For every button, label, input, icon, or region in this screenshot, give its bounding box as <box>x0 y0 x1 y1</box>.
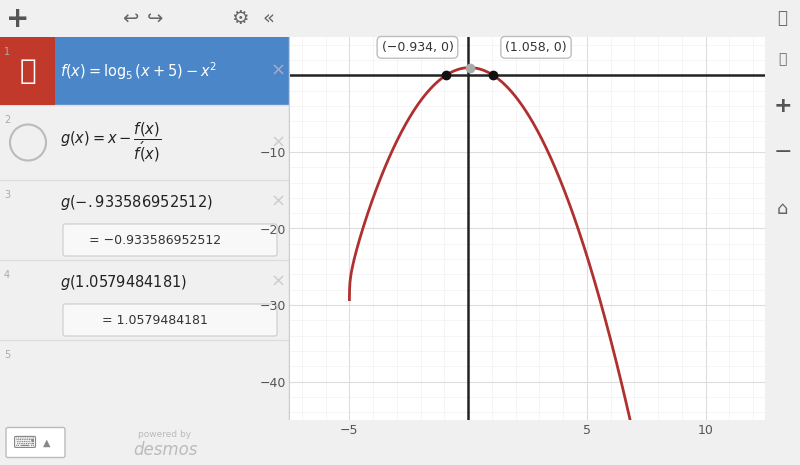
Text: ⚙: ⚙ <box>231 8 249 27</box>
Text: powered by: powered by <box>138 430 191 439</box>
Text: ×: × <box>270 62 286 80</box>
Text: ×: × <box>270 193 286 211</box>
Text: ▲: ▲ <box>43 438 50 447</box>
Text: $g(1.0579484181)$: $g(1.0579484181)$ <box>60 272 187 292</box>
Text: 1: 1 <box>4 47 10 57</box>
Text: $f\left(x\right) = \log_5\left(x + 5\right) - x^2$: $f\left(x\right) = \log_5\left(x + 5\rig… <box>60 60 217 82</box>
Text: +: + <box>6 5 30 33</box>
FancyBboxPatch shape <box>6 427 65 458</box>
Bar <box>0 37 55 105</box>
Text: ↩: ↩ <box>122 8 138 27</box>
Text: (1.058, 0): (1.058, 0) <box>505 41 567 54</box>
Text: ↪: ↪ <box>147 8 163 27</box>
Text: ×: × <box>270 133 286 152</box>
Text: 5: 5 <box>4 350 10 360</box>
Text: desmos: desmos <box>133 440 197 458</box>
Text: 𝒩: 𝒩 <box>19 57 36 85</box>
Text: ⌂: ⌂ <box>777 200 788 219</box>
Text: 3: 3 <box>4 190 10 200</box>
Text: 🔧: 🔧 <box>778 53 786 66</box>
Text: ×: × <box>270 273 286 291</box>
Text: $g(x) = x - \dfrac{f(x)}{f\'(x)}$: $g(x) = x - \dfrac{f(x)}{f\'(x)}$ <box>60 121 161 164</box>
Bar <box>0 37 290 105</box>
Text: = −0.933586952512: = −0.933586952512 <box>89 233 221 246</box>
Text: = 1.0579484181: = 1.0579484181 <box>102 313 208 326</box>
Text: «: « <box>262 8 274 27</box>
Text: −: − <box>773 142 792 162</box>
Text: 4: 4 <box>4 270 10 280</box>
FancyBboxPatch shape <box>63 304 277 336</box>
Text: $g(-{.933586952512})$: $g(-{.933586952512})$ <box>60 193 213 212</box>
Text: ⌨: ⌨ <box>13 433 37 452</box>
Text: +: + <box>773 96 792 116</box>
Text: 2: 2 <box>4 115 10 125</box>
FancyBboxPatch shape <box>63 224 277 256</box>
Text: (−0.934, 0): (−0.934, 0) <box>382 41 454 54</box>
Text: 🔧: 🔧 <box>777 9 787 27</box>
